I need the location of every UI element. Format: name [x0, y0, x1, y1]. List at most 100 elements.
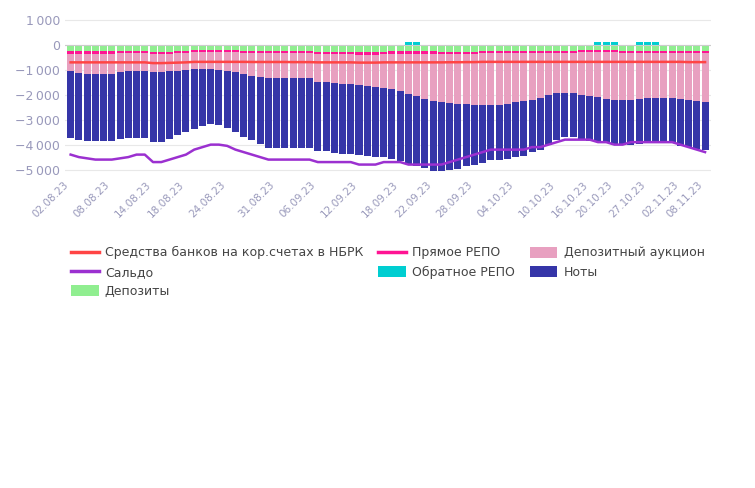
Bar	[199, 50, 206, 52]
Bar	[537, 45, 544, 51]
Bar	[471, 45, 478, 52]
Bar	[158, 72, 165, 142]
Bar	[495, 51, 503, 53]
Bar	[693, 51, 701, 53]
Bar	[430, 51, 436, 54]
Bar	[183, 53, 190, 70]
Bar	[661, 51, 667, 53]
Bar	[586, 96, 593, 141]
Bar	[644, 45, 651, 51]
Bar	[512, 45, 519, 51]
Bar	[578, 52, 585, 95]
Bar	[627, 53, 634, 100]
Bar	[602, 50, 610, 52]
Bar	[676, 45, 684, 51]
Bar	[282, 78, 288, 148]
Bar	[676, 99, 684, 146]
Bar	[430, 54, 436, 101]
Bar	[331, 45, 337, 52]
Bar	[619, 45, 626, 51]
Bar	[314, 81, 322, 151]
Bar	[92, 54, 99, 74]
Bar	[611, 42, 618, 45]
Bar	[108, 45, 116, 51]
Bar	[455, 104, 461, 169]
Bar	[479, 53, 486, 105]
Bar	[183, 51, 190, 53]
Bar	[446, 54, 453, 103]
Bar	[438, 54, 445, 102]
Bar	[207, 50, 214, 52]
Bar	[578, 50, 585, 52]
Bar	[297, 78, 305, 148]
Bar	[504, 104, 511, 159]
Bar	[611, 50, 618, 52]
Bar	[174, 71, 181, 135]
Bar	[364, 55, 371, 86]
Bar	[487, 51, 495, 53]
Bar	[240, 51, 247, 53]
Bar	[76, 73, 82, 140]
Bar	[100, 54, 107, 74]
Bar	[166, 71, 173, 139]
Bar	[471, 54, 478, 105]
Bar	[405, 94, 412, 163]
Bar	[215, 50, 223, 52]
Bar	[520, 101, 527, 156]
Bar	[669, 53, 676, 98]
Bar	[594, 52, 602, 97]
Bar	[446, 52, 453, 54]
Bar	[100, 45, 107, 51]
Bar	[602, 99, 610, 143]
Bar	[389, 51, 396, 54]
Bar	[306, 53, 313, 78]
Bar	[627, 51, 634, 53]
Bar	[297, 53, 305, 78]
Bar	[661, 53, 667, 98]
Bar	[215, 52, 223, 70]
Bar	[108, 54, 116, 74]
Bar	[430, 101, 436, 171]
Bar	[553, 53, 560, 93]
Bar	[257, 45, 263, 51]
Bar	[570, 45, 577, 51]
Bar	[553, 93, 560, 140]
Bar	[396, 45, 404, 51]
Bar	[396, 91, 404, 161]
Bar	[520, 51, 527, 53]
Bar	[166, 52, 173, 54]
Bar	[265, 51, 272, 53]
Bar	[84, 54, 91, 74]
Bar	[174, 51, 181, 53]
Bar	[479, 51, 486, 53]
Bar	[627, 45, 634, 51]
Bar	[381, 52, 387, 54]
Bar	[248, 53, 255, 76]
Bar	[421, 51, 428, 54]
Bar	[141, 71, 148, 138]
Bar	[223, 45, 231, 50]
Bar	[356, 55, 362, 85]
Bar	[405, 45, 412, 51]
Bar	[257, 53, 263, 77]
Bar	[495, 45, 503, 51]
Bar	[528, 51, 535, 53]
Bar	[232, 52, 239, 72]
Bar	[537, 51, 544, 53]
Bar	[257, 51, 263, 53]
Bar	[636, 53, 643, 99]
Bar	[495, 105, 503, 160]
Bar	[701, 102, 708, 150]
Bar	[685, 53, 692, 100]
Bar	[685, 100, 692, 147]
Bar	[421, 45, 428, 51]
Bar	[356, 45, 362, 52]
Bar	[676, 53, 684, 99]
Bar	[545, 95, 552, 145]
Bar	[455, 54, 461, 104]
Bar	[570, 51, 577, 53]
Bar	[381, 45, 387, 52]
Bar	[644, 53, 651, 98]
Bar	[528, 53, 535, 100]
Bar	[520, 45, 527, 51]
